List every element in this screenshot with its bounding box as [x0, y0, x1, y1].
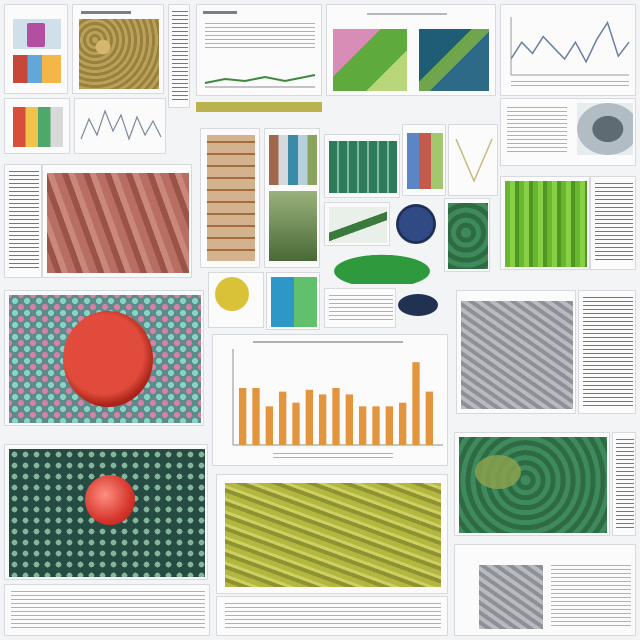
bar — [319, 394, 327, 445]
panel-olive-texture — [216, 474, 448, 594]
texture-image — [79, 19, 159, 89]
texture-image — [225, 483, 441, 587]
v-curve — [455, 138, 493, 183]
texture-image — [47, 173, 189, 273]
panel-small-thumbnails — [4, 4, 68, 94]
panel-caption — [216, 596, 448, 636]
texture-image — [459, 437, 607, 533]
bar-chart — [232, 349, 443, 446]
grid-image — [329, 141, 397, 193]
bar — [279, 391, 287, 445]
panel-bottom-right — [454, 544, 636, 636]
panel-wave — [74, 98, 166, 154]
leaf-image — [333, 29, 407, 91]
screenshot-image — [13, 107, 63, 147]
panel-colorful-screenshot — [4, 98, 70, 154]
bar — [252, 387, 260, 445]
map-image — [419, 29, 489, 91]
panel-text-column — [590, 176, 636, 270]
cells-image — [271, 277, 317, 327]
yellow-disc-image — [215, 277, 249, 311]
bar — [265, 406, 273, 445]
red-sphere-image — [85, 475, 135, 525]
panel-mosaic — [264, 128, 320, 268]
line-series — [510, 20, 630, 64]
map-image — [479, 565, 543, 629]
panel-bar-chart — [212, 334, 448, 466]
bar — [292, 402, 300, 445]
texture-image — [505, 181, 587, 267]
panel-text — [324, 288, 396, 328]
blue-sphere-image — [396, 204, 436, 244]
panel-red-texture — [42, 164, 192, 278]
panel-gray-map — [456, 290, 576, 414]
panel-line-chart — [500, 4, 636, 96]
bar — [412, 362, 420, 445]
specimen-image — [577, 103, 633, 155]
map-image — [329, 207, 387, 243]
bar — [399, 402, 407, 445]
bar — [305, 389, 313, 445]
panel-bars-image — [402, 124, 446, 196]
panel-text-column — [578, 290, 636, 414]
panel-caption — [4, 584, 210, 636]
table-image — [207, 135, 255, 261]
panel-green-grid — [324, 134, 400, 198]
panel-v-chart — [448, 124, 498, 196]
bar — [359, 406, 367, 445]
bar — [372, 406, 380, 445]
panel-forest — [454, 432, 610, 536]
dark-blob-image — [398, 294, 438, 316]
red-organ-image — [63, 311, 153, 407]
bar — [332, 387, 340, 445]
chart-image — [407, 133, 443, 189]
panel-leaf-images — [326, 4, 496, 96]
field-image — [269, 191, 317, 261]
texture-image — [448, 203, 488, 269]
panel-table-image — [200, 128, 260, 268]
panel-text-column — [4, 164, 42, 278]
bar — [239, 387, 247, 445]
panel-bright-green — [500, 176, 590, 270]
map-image — [461, 301, 573, 409]
green-leaf-image — [326, 252, 438, 284]
bar — [345, 394, 353, 445]
panel-moss-image — [72, 4, 164, 94]
bar — [385, 406, 393, 445]
bar — [425, 391, 433, 445]
panel-yellow-disc — [208, 272, 264, 328]
panel-red-organ — [4, 290, 204, 426]
panel-text-column — [612, 432, 636, 536]
banner-strip — [196, 102, 322, 112]
wave-series — [80, 109, 162, 141]
panel-red-sphere — [4, 444, 208, 580]
wave-graph — [80, 109, 162, 141]
line-graph — [204, 74, 316, 88]
thumbnail-image — [13, 55, 61, 83]
panel-green-pattern — [444, 198, 490, 272]
line-chart — [510, 17, 630, 76]
panel-text-column — [168, 4, 190, 108]
thumbnail-image — [13, 19, 61, 49]
panel-document-graph — [196, 4, 322, 96]
panel-chart-and-fossil — [500, 98, 636, 166]
mosaic-image — [269, 135, 317, 185]
panel-map-strip — [324, 202, 390, 246]
panel-colored-cells — [266, 272, 320, 330]
